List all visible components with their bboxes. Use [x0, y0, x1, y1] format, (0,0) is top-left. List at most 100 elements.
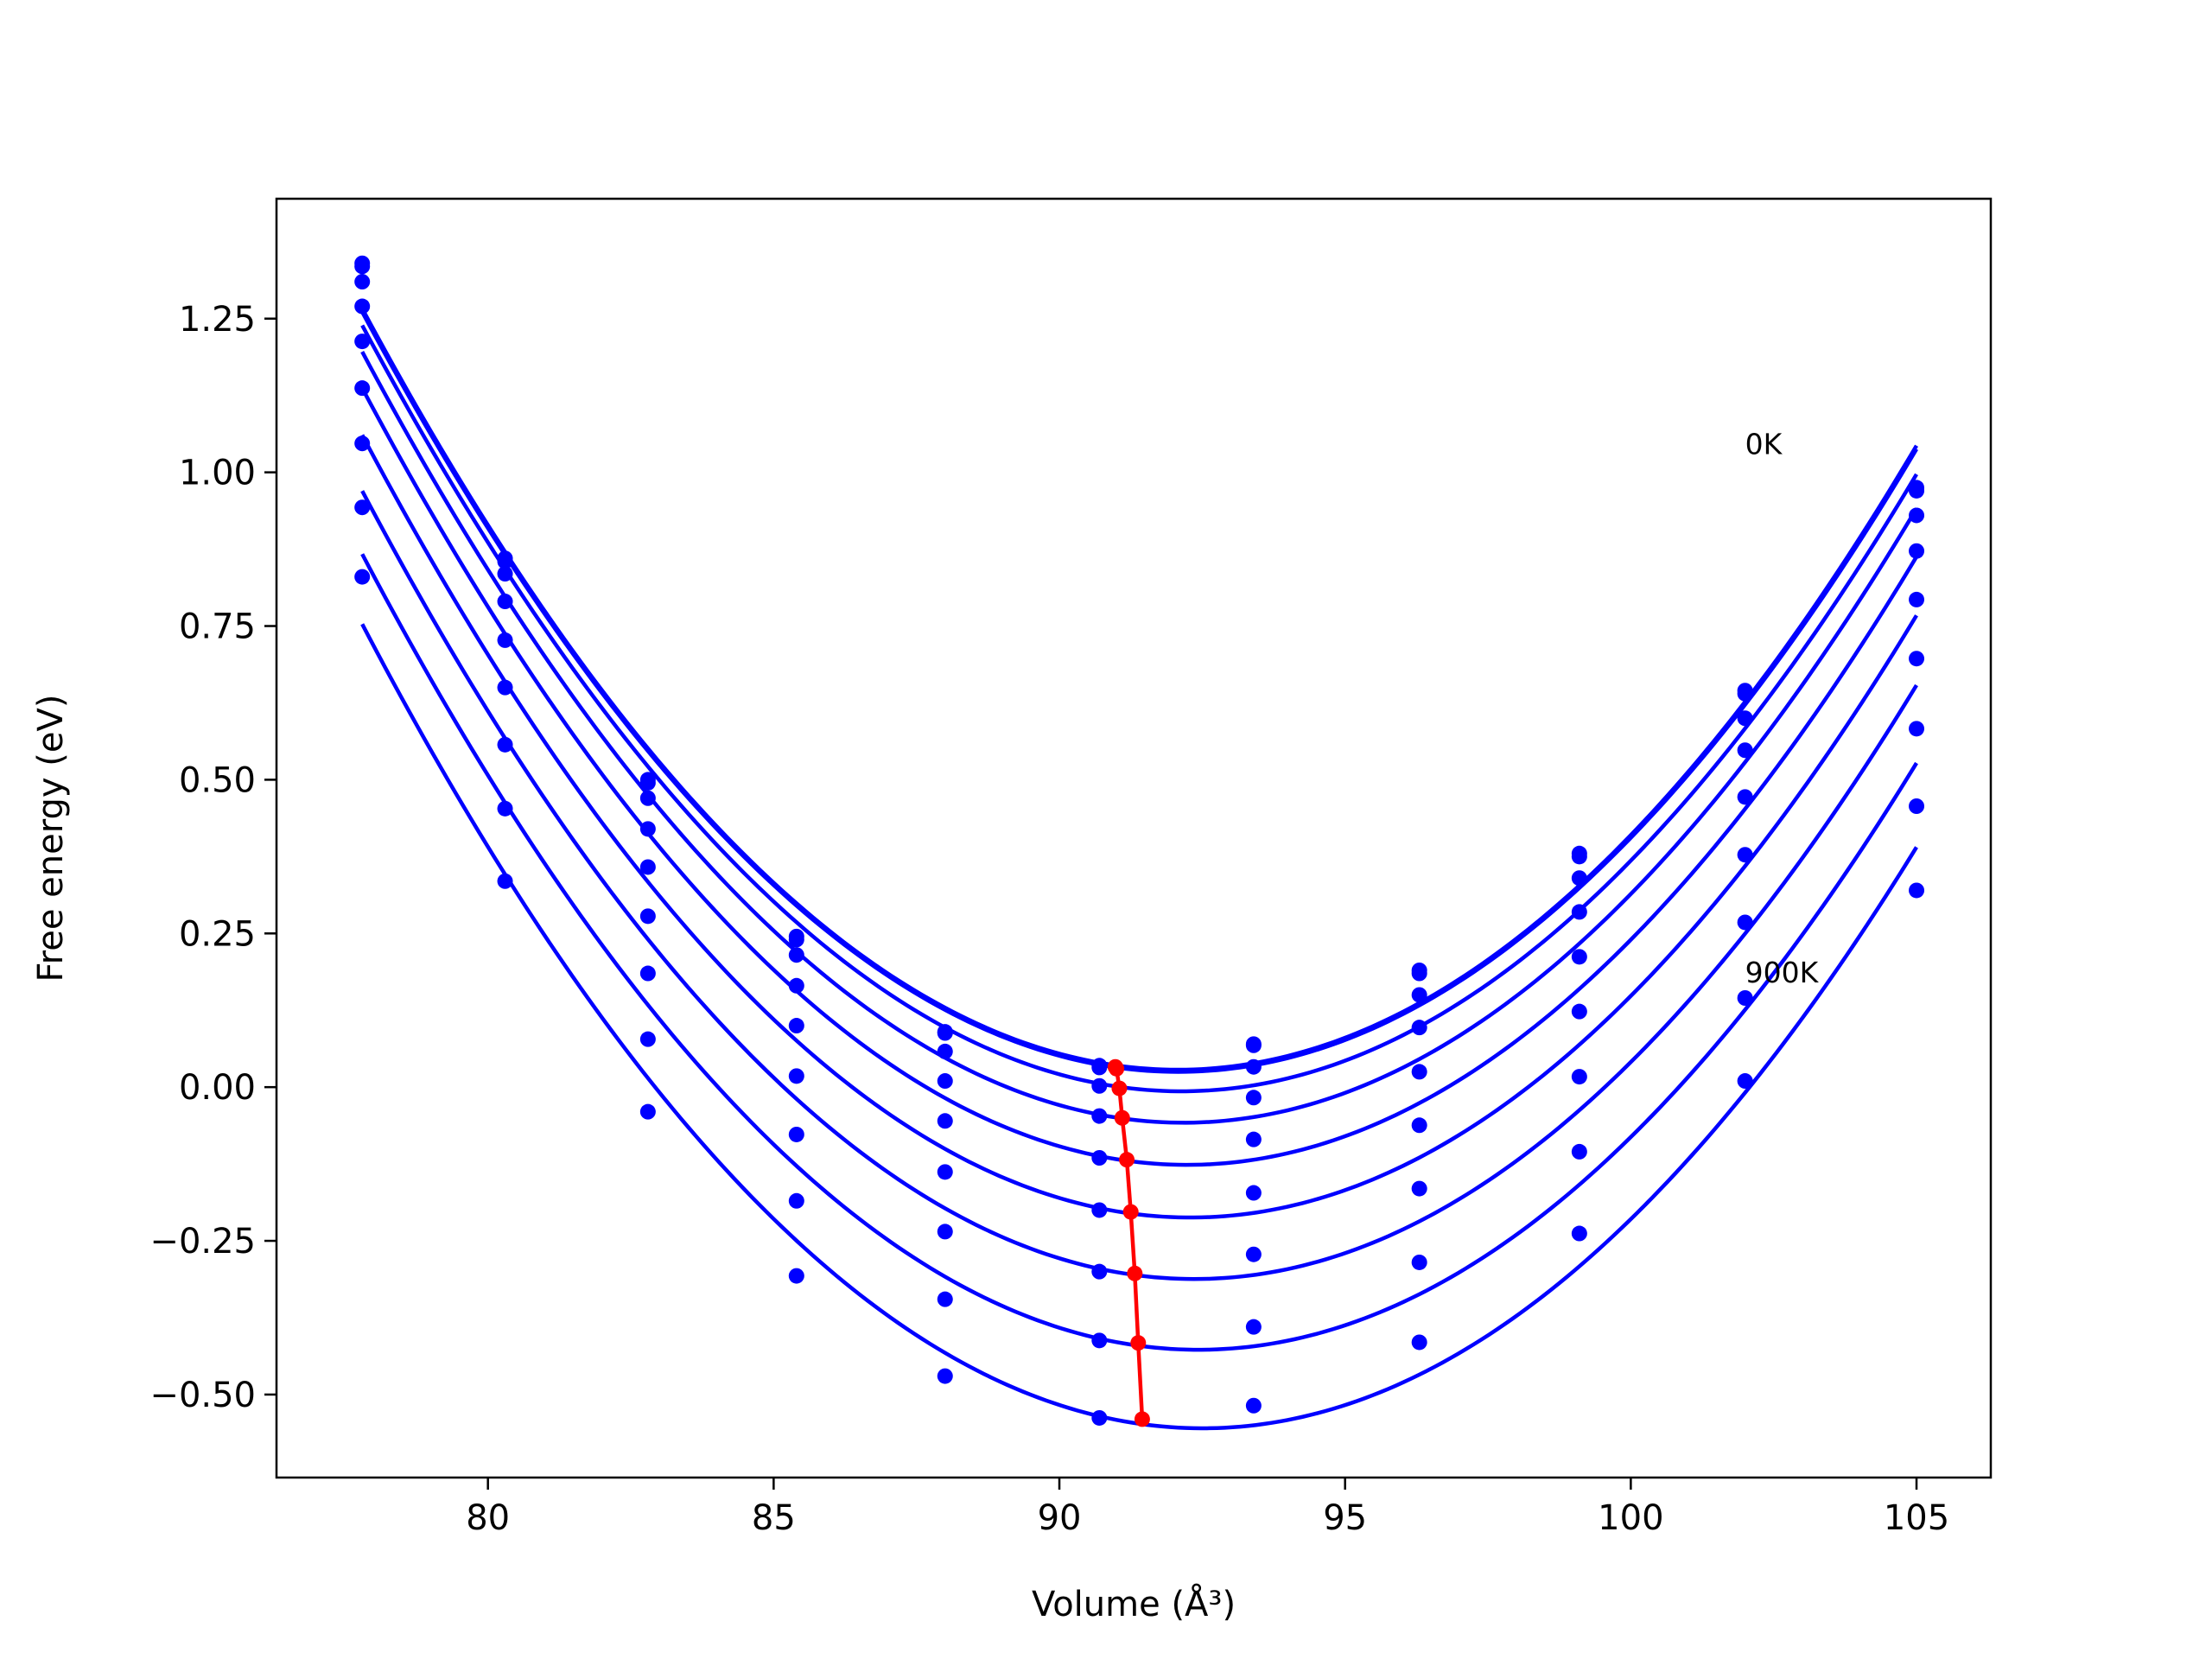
- series-7-point: [1245, 1319, 1262, 1335]
- series-7-point: [1091, 1332, 1108, 1349]
- series-5-point: [1411, 1117, 1427, 1134]
- curve-group: [354, 255, 1925, 1431]
- series-8-point: [1571, 1225, 1587, 1242]
- y-tick-label: 0.75: [179, 607, 256, 647]
- x-tick-label: 85: [752, 1498, 796, 1538]
- annotation-label: 0K: [1745, 427, 1783, 461]
- y-axis-label: Free energy (eV): [31, 695, 71, 982]
- x-tick-label: 105: [1884, 1498, 1949, 1538]
- series-6-point: [639, 965, 656, 982]
- series-8-point: [1091, 1409, 1108, 1426]
- minima-group: [1107, 1058, 1150, 1427]
- series-5-curve: [360, 434, 1918, 1220]
- series-7-point: [1909, 798, 1925, 814]
- series-3-point: [1909, 543, 1925, 559]
- minimum-point: [1109, 1060, 1125, 1077]
- x-axis: 80 85 90 95 100 105: [466, 1478, 1949, 1538]
- series-6-point: [1909, 721, 1925, 737]
- series-6-point: [1091, 1263, 1108, 1280]
- series-5-point: [788, 1068, 804, 1084]
- series-5-point: [1737, 847, 1753, 863]
- series-6-point: [1737, 914, 1753, 931]
- series-2-point: [1737, 710, 1753, 727]
- minimum-point: [1122, 1204, 1139, 1220]
- series-8-point: [497, 873, 513, 889]
- x-tick-label: 100: [1598, 1498, 1663, 1538]
- series-6-point: [1411, 1180, 1427, 1197]
- series-8-point: [1737, 1073, 1753, 1090]
- series-1-point: [1571, 849, 1587, 865]
- series-1-point: [788, 931, 804, 948]
- series-5-point: [354, 380, 371, 397]
- series-3-curve: [360, 351, 1918, 1125]
- minimum-point: [1130, 1335, 1147, 1351]
- x-axis-label: Volume (Å³): [1032, 1583, 1236, 1624]
- x-tick-label: 90: [1038, 1498, 1082, 1538]
- series-3-point: [1245, 1090, 1262, 1106]
- series-4-point: [354, 334, 371, 350]
- series-7-point: [1571, 1143, 1587, 1160]
- series-6-point: [788, 1126, 804, 1142]
- series-7-point: [1737, 990, 1753, 1006]
- y-tick-label: 0.25: [179, 914, 256, 954]
- series-1-point: [1737, 685, 1753, 702]
- series-3-point: [937, 1073, 953, 1090]
- x-tick-label: 95: [1323, 1498, 1367, 1538]
- series-1-point: [1411, 965, 1427, 982]
- minimum-point: [1119, 1152, 1135, 1168]
- series-5-point: [1909, 651, 1925, 667]
- plot-frame: [275, 197, 1993, 1479]
- series-3-point: [1411, 1020, 1427, 1036]
- series-5-point: [1245, 1185, 1262, 1201]
- series-4-curve: [360, 387, 1918, 1167]
- series-7-point: [937, 1291, 953, 1307]
- series-3-point: [1737, 742, 1753, 759]
- series-8-point: [788, 1268, 804, 1284]
- series-6-point: [497, 736, 513, 753]
- series-4-point: [1737, 789, 1753, 805]
- series-6-point: [937, 1224, 953, 1240]
- series-8-point: [639, 1103, 656, 1120]
- series-2-curve: [360, 324, 1918, 1094]
- series-6-point: [354, 435, 371, 452]
- series-8-point: [937, 1368, 953, 1384]
- series-4-point: [497, 632, 513, 648]
- series-5-point: [1571, 1003, 1587, 1020]
- series-7-point: [354, 499, 371, 516]
- series-6-point: [1245, 1246, 1262, 1262]
- annotations: 0K 900K: [1745, 427, 1820, 989]
- minimum-point: [1134, 1411, 1150, 1427]
- series-4-point: [1909, 591, 1925, 607]
- series-3-point: [639, 821, 656, 837]
- series-2-point: [497, 566, 513, 582]
- series-5-point: [1091, 1202, 1108, 1218]
- series-3-point: [1091, 1108, 1108, 1124]
- series-2-point: [1411, 987, 1427, 1003]
- series-2-point: [1091, 1077, 1108, 1094]
- series-8-point: [1909, 882, 1925, 899]
- series-2-point: [788, 947, 804, 963]
- series-8-point: [1245, 1397, 1262, 1414]
- y-tick-label: −0.50: [149, 1376, 256, 1415]
- series-7-point: [497, 800, 513, 817]
- y-tick-label: 0.00: [179, 1068, 256, 1108]
- series-5-point: [639, 908, 656, 925]
- series-6-point: [1571, 1069, 1587, 1085]
- series-1-curve: [360, 310, 1918, 1074]
- series-3-point: [497, 594, 513, 610]
- series-3-point: [1571, 904, 1587, 920]
- series-1-point: [354, 258, 371, 275]
- series-2-point: [1245, 1058, 1262, 1075]
- series-4-point: [788, 1018, 804, 1034]
- series-4-point: [1411, 1064, 1427, 1080]
- series-7-point: [788, 1192, 804, 1209]
- series-5-point: [937, 1164, 953, 1180]
- y-axis: −0.50 −0.25 0.00 0.25 0.50 0.75 1.00 1.25: [149, 300, 276, 1415]
- series-5-point: [497, 679, 513, 696]
- x-tick-label: 80: [466, 1498, 510, 1538]
- series-8-point: [354, 569, 371, 585]
- series-1-point: [1909, 482, 1925, 499]
- y-tick-label: 1.00: [179, 454, 256, 493]
